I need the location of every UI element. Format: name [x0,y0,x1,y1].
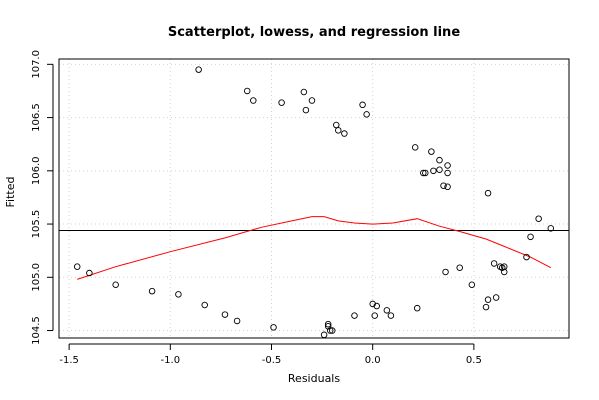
data-point [328,327,336,334]
data-point [444,169,451,177]
data-point [440,182,447,189]
data-point [270,324,277,331]
data-point [243,87,251,95]
plot-frame [58,58,570,339]
data-point [411,144,419,151]
data-point [335,127,342,134]
data-point [535,215,542,222]
x-axis-label: Residuals [288,372,340,385]
x-tick-label: -1.5 [59,355,79,366]
data-point [422,169,429,177]
data-point [112,281,119,289]
data-point [308,97,316,104]
y-tick-label: 106.5 [31,103,42,132]
x-tick-label: -1.0 [161,355,181,366]
data-point [233,317,241,325]
data-point [195,66,202,73]
data-point [387,312,395,319]
data-point [428,148,435,155]
data-point [436,156,443,164]
data-point [86,269,93,277]
data-point [456,264,463,271]
y-tick-label: 106.0 [31,156,42,185]
data-point [444,183,451,191]
data-point [148,287,156,295]
data-point [482,303,490,311]
data-point [278,99,285,106]
x-tick-label: -0.5 [262,355,282,366]
data-point [302,106,310,114]
data-point [500,263,508,270]
data-point [351,312,358,319]
data-point [442,268,449,276]
data-point [484,189,492,197]
data-point [523,253,530,261]
grid-lines [59,59,569,338]
data-point [359,101,366,109]
data-point [490,260,498,267]
data-point [383,307,391,314]
data-point [430,167,437,175]
y-tick-label: 107.0 [31,50,42,79]
data-point [221,311,229,318]
data-points [73,66,555,339]
data-point [373,302,380,310]
data-point [371,312,378,319]
data-point [492,294,500,301]
data-point [341,130,348,137]
y-tick-label: 105.0 [31,263,42,292]
data-point [484,296,492,303]
y-axis: 104.5 105.0 105.5 106.0 106.5 107.0 [31,50,54,345]
y-tick-label: 105.5 [31,210,42,239]
x-axis: -1.5 -1.0 -0.5 0.0 0.5 [59,343,482,366]
data-point [300,88,308,96]
data-point [175,291,182,298]
data-point [547,225,555,232]
lowess-line [77,216,552,280]
data-point [363,111,370,118]
data-point [444,162,451,169]
y-tick-label: 104.5 [31,316,42,345]
data-point [250,97,257,104]
data-point [420,169,427,177]
data-point [324,320,332,328]
chart-title: Scatterplot, lowess, and regression line [168,25,460,40]
y-axis-label: Fitted [4,177,17,208]
data-point [527,233,534,241]
x-tick-label: 0.0 [365,355,381,366]
data-point [320,331,328,339]
data-point [73,263,81,270]
data-point [413,304,421,312]
x-tick-label: 0.5 [466,355,482,366]
data-point [468,281,476,289]
data-point [333,121,340,129]
data-point [201,301,208,309]
data-point [326,327,334,334]
data-point [436,166,443,173]
